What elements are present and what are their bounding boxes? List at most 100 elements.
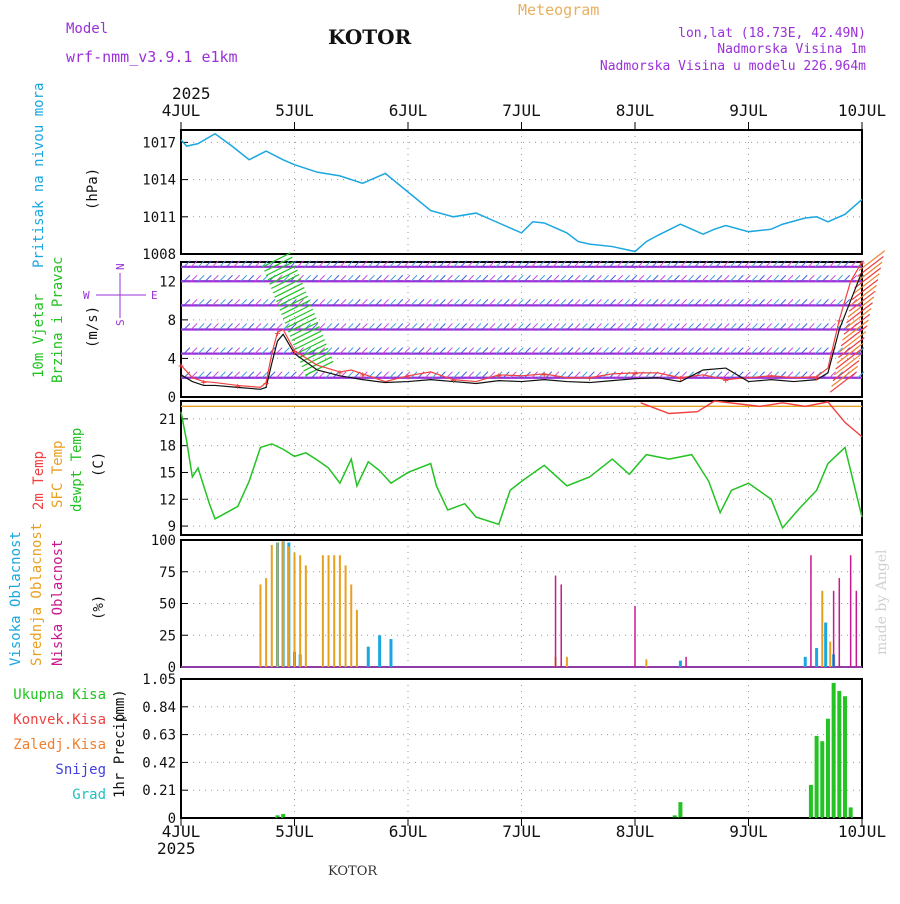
y-tick-label: 25 xyxy=(159,628,176,644)
wind-barb xyxy=(644,299,652,306)
cloud-bar-mid xyxy=(282,541,285,667)
wind-barb xyxy=(446,323,453,330)
wind-speed-line xyxy=(180,271,863,390)
y-tick-label: 8 xyxy=(168,313,176,329)
wind-barb xyxy=(651,323,659,330)
wind-barb xyxy=(517,371,524,379)
wind-barb xyxy=(836,260,843,268)
wind-barb xyxy=(829,299,836,306)
wind-barb xyxy=(573,299,581,306)
wind-barb xyxy=(857,371,865,379)
wind-barb xyxy=(559,274,567,282)
wind-barb xyxy=(325,347,333,354)
wind-flag xyxy=(838,336,865,358)
wind-flag xyxy=(265,260,295,277)
cloud-bar-mid xyxy=(338,555,341,667)
wind-barb xyxy=(673,299,680,306)
wind-barb xyxy=(375,299,382,306)
wind-barb xyxy=(722,260,730,268)
compass-south: S xyxy=(114,319,127,326)
wind-barb xyxy=(346,299,354,306)
pressure-line xyxy=(180,132,863,253)
wind-barb xyxy=(325,371,333,379)
wind-barb xyxy=(793,260,801,268)
wind-barb xyxy=(744,299,751,306)
wind-flag xyxy=(858,250,886,272)
wind-barb xyxy=(602,347,609,354)
wind-barb xyxy=(304,260,311,268)
wind-barb xyxy=(729,274,737,282)
wind-barb xyxy=(552,260,560,268)
wind-barb xyxy=(814,347,822,354)
wind-barb xyxy=(261,260,269,268)
y-tick-label: 1008 xyxy=(142,247,176,263)
wind-barb xyxy=(368,347,375,354)
wind-barb xyxy=(545,260,553,268)
wind-gust-marker: + xyxy=(337,368,343,379)
wind-flag xyxy=(294,334,324,350)
wind-barb xyxy=(623,274,631,282)
wind-gust-marker: + xyxy=(859,258,865,269)
y-tick-label: 1014 xyxy=(142,173,176,189)
wind-barb xyxy=(290,323,297,330)
wind-barb xyxy=(736,347,744,354)
wind-barb xyxy=(474,274,482,282)
wind-barb xyxy=(481,299,489,306)
wind-barb xyxy=(800,299,808,306)
wind-barb xyxy=(261,371,269,379)
wind-barb xyxy=(339,347,347,354)
wind-barb xyxy=(353,274,361,282)
cloud-ylabel-low: Niska Oblacnost xyxy=(50,540,66,666)
wind-barb xyxy=(375,371,382,379)
wind-barb xyxy=(722,323,730,330)
wind-barb xyxy=(353,260,361,268)
wind-barb xyxy=(183,299,191,306)
wind-barb xyxy=(403,347,411,354)
wind-barb xyxy=(254,260,262,268)
wind-barb xyxy=(212,274,219,282)
wind-barb xyxy=(502,323,510,330)
wind-barb xyxy=(460,274,468,282)
wind-barb xyxy=(602,323,609,330)
cloud-bar-mid xyxy=(565,656,568,667)
wind-barb xyxy=(736,323,744,330)
cloud-bar-high xyxy=(815,647,819,667)
wind-barb xyxy=(751,323,758,330)
wind-barb xyxy=(332,260,340,268)
cloud-bar-high xyxy=(389,639,393,667)
wind-barb xyxy=(822,323,829,330)
wind-flag xyxy=(270,273,300,290)
wind-barb xyxy=(807,323,815,330)
wind-barb xyxy=(297,371,304,379)
wind-barb xyxy=(446,274,453,282)
wind-barb xyxy=(382,274,389,282)
wind-barb xyxy=(233,260,241,268)
wind-barb xyxy=(602,274,609,282)
temp-ylabel-sfc: SFC Temp xyxy=(50,441,66,508)
wind-barb xyxy=(375,274,382,282)
wind-barb xyxy=(410,323,418,330)
wind-barb xyxy=(517,260,524,268)
precip-bar xyxy=(842,696,847,818)
wind-barb xyxy=(644,323,652,330)
wind-barb xyxy=(254,371,262,379)
precip-bar xyxy=(820,741,825,818)
wind-barb xyxy=(446,371,453,379)
wind-barb xyxy=(439,347,446,354)
footer-station: KOTOR xyxy=(328,864,378,879)
wind-barb xyxy=(666,371,673,379)
wind-barb xyxy=(346,347,354,354)
y-tick-label: 1.05 xyxy=(142,672,176,688)
wind-barb xyxy=(488,323,496,330)
wind-barb xyxy=(502,347,510,354)
wind-barb xyxy=(701,323,709,330)
wind-barb xyxy=(240,371,248,379)
wind-barb xyxy=(580,299,588,306)
wind-barb xyxy=(602,260,609,268)
wind-barb xyxy=(197,347,205,354)
wind-flag xyxy=(291,326,320,342)
precip-bar xyxy=(814,735,819,818)
wind-barb xyxy=(630,274,638,282)
wind-barb xyxy=(736,371,744,379)
compass-east: E xyxy=(151,289,158,302)
